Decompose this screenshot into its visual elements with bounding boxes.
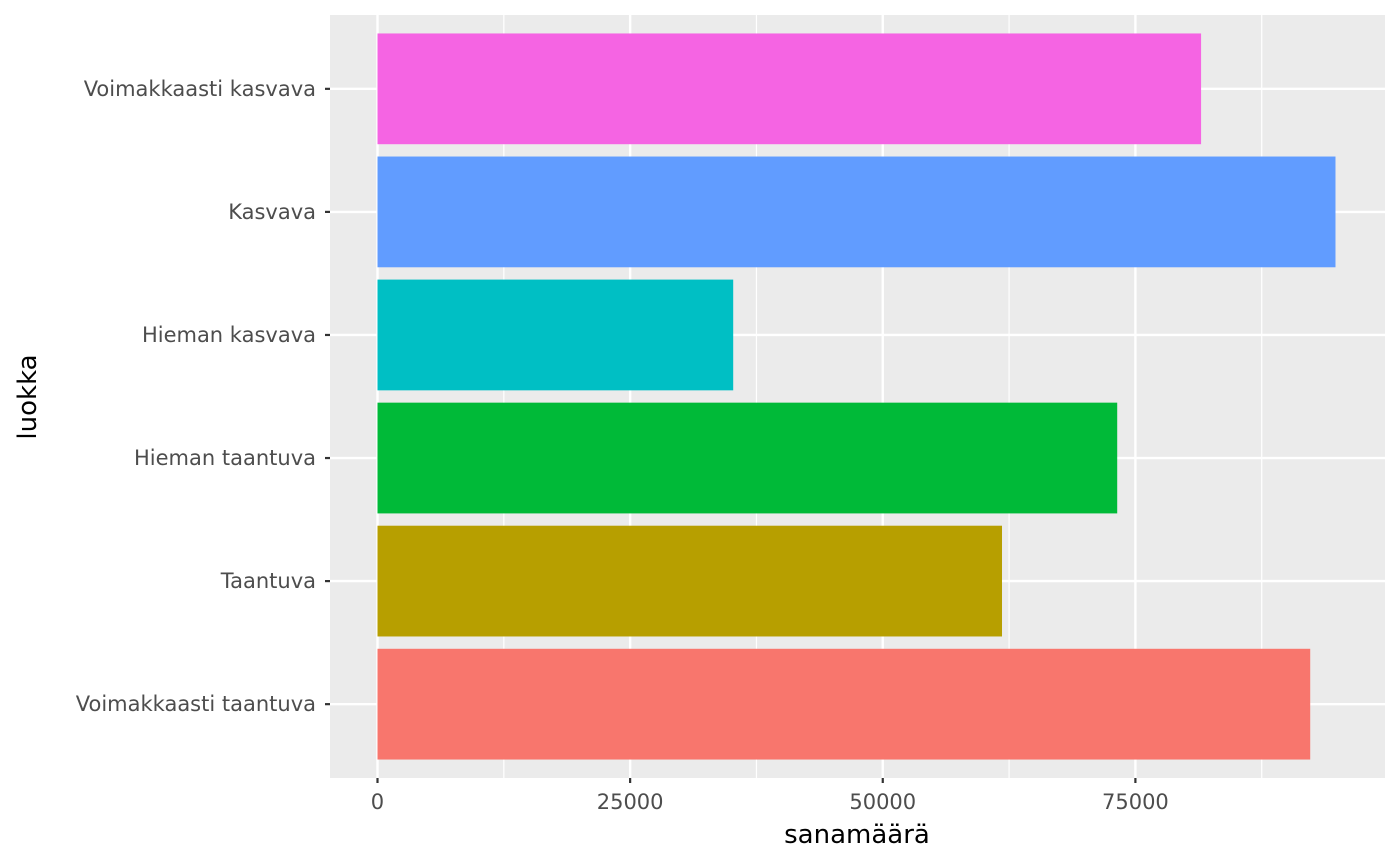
y-tick-label: Hieman taantuva — [134, 446, 316, 470]
y-axis-title: luokka — [13, 354, 43, 439]
x-tick-label: 75000 — [1102, 790, 1169, 814]
bar — [377, 156, 1336, 268]
y-tick-label: Voimakkaasti kasvava — [84, 77, 316, 101]
x-tick-label: 50000 — [849, 790, 916, 814]
y-tick-label: Taantuva — [220, 569, 316, 593]
bar — [377, 525, 1003, 637]
x-tick-label: 25000 — [597, 790, 664, 814]
bars — [377, 33, 1336, 760]
x-axis: 0 25000 50000 75000 — [371, 778, 1169, 814]
y-tick-label: Voimakkaasti taantuva — [76, 692, 316, 716]
bar — [377, 402, 1118, 514]
y-tick-label: Hieman kasvava — [142, 323, 316, 347]
x-tick-label: 0 — [371, 790, 384, 814]
bar — [377, 33, 1202, 145]
y-axis: Voimakkaasti taantuva Taantuva Hieman taan… — [76, 77, 330, 716]
bar — [377, 648, 1311, 760]
x-axis-title: sanamäärä — [784, 820, 930, 850]
y-tick-label: Kasvava — [228, 200, 316, 224]
bar — [377, 279, 734, 391]
